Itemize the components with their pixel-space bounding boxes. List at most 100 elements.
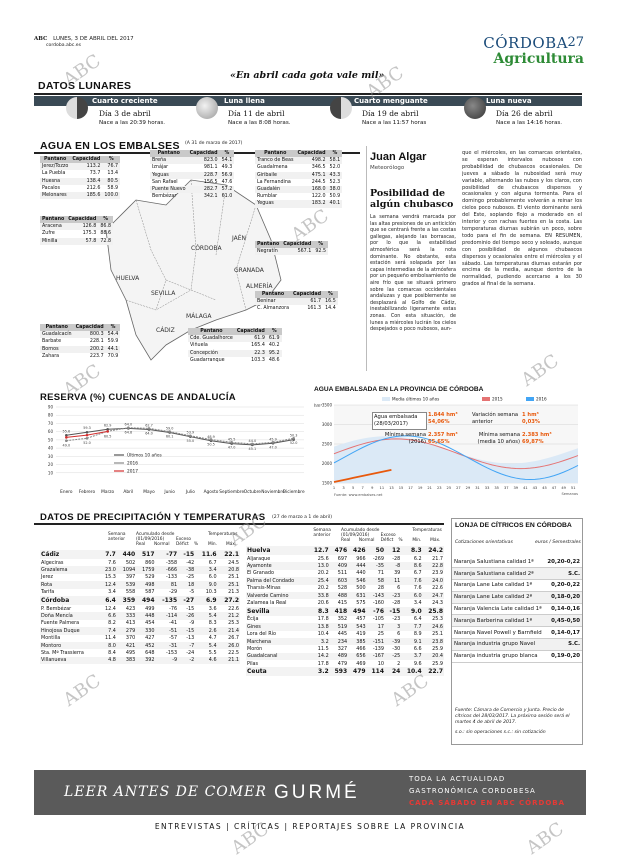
x-tick-label: Abril bbox=[123, 489, 133, 495]
table-cell: 981.1 bbox=[203, 165, 218, 171]
table-cell: 2 bbox=[397, 660, 401, 667]
x-tick-label: 19 bbox=[418, 486, 423, 490]
legend-swatch bbox=[526, 397, 534, 401]
header-date: LUNES, 3 DE ABRIL DEL 2017 bbox=[53, 36, 134, 42]
table-cell: 440 bbox=[116, 550, 137, 559]
column-header: Acumulado desde (01/09/2016) bbox=[341, 528, 380, 538]
data-label: 52.0 bbox=[290, 441, 298, 445]
data-label: 59.0 bbox=[166, 426, 174, 430]
table-row: Ceuta 3.2 593 479 114 24 10.4 22.7 bbox=[246, 667, 444, 677]
y-tick-label: 1500 bbox=[322, 481, 333, 486]
table-cell: Gines bbox=[246, 623, 309, 631]
x-tick-label: Diciembre bbox=[283, 489, 305, 495]
table-cell: Naranja Barberina calidad 1ª bbox=[452, 614, 545, 628]
table-cell: 165.4 bbox=[251, 343, 265, 349]
divider bbox=[366, 146, 367, 371]
reservoir-table: Pantano Capacidad% Cde. Guadalhorce 61.9 61.… bbox=[188, 328, 282, 364]
cordoba-chart-title: AGUA EMBALSADA EN LA PROVINCIA DE CÓRDOB… bbox=[314, 386, 484, 393]
table-cell: Guadalcacín bbox=[40, 331, 74, 339]
table-cell: 25.3 bbox=[228, 620, 239, 627]
reservoir-table: Pantano Capacidad% Beninar 61.7 16.5 C. Alman… bbox=[255, 291, 338, 313]
phase-label: Luna nueva bbox=[486, 97, 532, 105]
table-cell: El Granado bbox=[247, 570, 274, 577]
table-cell: 20.6 bbox=[317, 600, 329, 607]
table-cell: -38 bbox=[178, 566, 196, 574]
table-row: Concepción 22.3 95.2 bbox=[188, 349, 282, 357]
table-cell: 21.3 bbox=[228, 589, 239, 596]
table-cell: Aljaraque bbox=[247, 555, 271, 562]
table-cell: 5.4 bbox=[195, 612, 218, 620]
table-cell: 409 bbox=[329, 562, 349, 570]
table-cell: 330 bbox=[136, 627, 156, 635]
stat-label: Variación semana anterior bbox=[472, 412, 519, 425]
table-cell: -26 bbox=[178, 612, 196, 620]
column-header: Pantano bbox=[150, 150, 188, 158]
table-cell: 24.7 bbox=[422, 591, 444, 600]
x-tick-label: Mayo bbox=[143, 489, 155, 495]
table-cell: 448 bbox=[136, 612, 156, 620]
table-cell: 498 bbox=[136, 581, 156, 589]
table-cell: Naranja Salustiana calidad 2ª bbox=[452, 567, 545, 581]
table-row: Jerez/Tozzo 113.2 76.7 bbox=[40, 163, 121, 171]
data-label: 53.9 bbox=[187, 431, 195, 435]
data-point bbox=[127, 426, 130, 430]
moon-phase-bar: Cuarto creciente Luna llena Cuarto mengu… bbox=[34, 96, 582, 106]
author-name: Juan Algar bbox=[370, 151, 427, 163]
precip-period: (27 de marzo a 1 de abril) bbox=[272, 515, 332, 520]
table-row: Negratín 567.1 92.5 bbox=[255, 248, 328, 256]
table-cell: Naranja Navel Powell y Barnfield bbox=[452, 626, 545, 640]
data-point bbox=[65, 439, 68, 443]
table-cell: 3.4 bbox=[195, 566, 218, 574]
table-cell: 0,20-0,22 bbox=[544, 579, 582, 592]
x-tick-label: 23 bbox=[437, 486, 442, 490]
table-cell: 823.0 bbox=[187, 157, 220, 165]
citrus-note-2: s.o.: sin operaciones s.c.: sin cotizaci… bbox=[455, 730, 546, 735]
table-cell: 966 bbox=[356, 555, 366, 562]
table-cell: 18 bbox=[178, 581, 196, 589]
table-row: Montoro 8.0 421 452 -31 -7 5.4 26.0 bbox=[40, 641, 240, 650]
last-quarter-moon-icon bbox=[330, 97, 352, 119]
table-cell: Tarifa bbox=[41, 589, 55, 596]
table-cell: 0,19-0,20 bbox=[544, 650, 582, 663]
data-point bbox=[292, 436, 295, 440]
citrus-sub-left: Cotizaciones orientativas bbox=[455, 540, 513, 545]
column-header: Capacidad bbox=[66, 216, 99, 224]
table-row: Viñuela 165.4 40.2 bbox=[188, 342, 282, 349]
table-cell: 3 bbox=[385, 623, 402, 631]
table-cell: 346.5 bbox=[311, 165, 326, 171]
table-cell: 489 bbox=[329, 652, 349, 661]
embalses-date: (A 31 de marzo de 2017) bbox=[185, 141, 243, 146]
column-header: Pantano bbox=[255, 291, 292, 299]
data-label: 55.0 bbox=[187, 439, 195, 443]
table-cell: 11 bbox=[385, 577, 402, 585]
table-row: C. Almanzora 161.3 14.4 bbox=[255, 305, 338, 312]
table-cell: 14.2 bbox=[308, 652, 330, 661]
table-cell: Tharsis-Minas bbox=[247, 585, 281, 592]
table-row: Guadalmena 346.5 52.0 bbox=[255, 164, 342, 171]
table-cell: -30 bbox=[392, 645, 401, 652]
x-tick-label: 17 bbox=[408, 486, 413, 490]
table-row: Hinojosa Duque 7.4 279 330 -51 -15 2.6 21.4 bbox=[40, 627, 240, 635]
column-header: Real bbox=[136, 542, 146, 547]
x-tick-label: 27 bbox=[456, 486, 461, 490]
data-point bbox=[271, 441, 275, 444]
gurme-ad[interactable]: LEER ANTES DE COMER GURMÉ TODA LA ACTUAL… bbox=[34, 770, 586, 815]
table-cell: -24 bbox=[186, 649, 195, 656]
table-cell: 21.4 bbox=[217, 627, 240, 635]
table-cell: Marchena bbox=[246, 637, 309, 646]
table-cell: 7.7 bbox=[99, 550, 117, 559]
full-moon-icon bbox=[196, 97, 218, 119]
table-cell: -167 bbox=[366, 652, 385, 661]
data-label: 45.1 bbox=[249, 447, 257, 451]
page-number: 27 bbox=[567, 35, 584, 50]
header-dateline: ABC LUNES, 3 DE ABRIL DEL 2017 bbox=[34, 36, 134, 42]
table-cell: Valverde Camino bbox=[246, 591, 309, 600]
x-tick-label: 49 bbox=[561, 486, 566, 490]
phase-day: Día 19 de abril bbox=[362, 109, 419, 118]
table-cell: 24.2 bbox=[422, 546, 444, 555]
y-axis-unit: hm³ bbox=[314, 403, 322, 408]
ad-line: GASTRONÓMICA CORDOBESA bbox=[409, 787, 536, 795]
table-row: Iznájar 981.1 49.3 bbox=[150, 164, 234, 171]
table-row: Huelva 12.7 476 426 50 12 8.3 24.2 bbox=[246, 546, 444, 555]
x-tick-label: 13 bbox=[389, 486, 394, 490]
